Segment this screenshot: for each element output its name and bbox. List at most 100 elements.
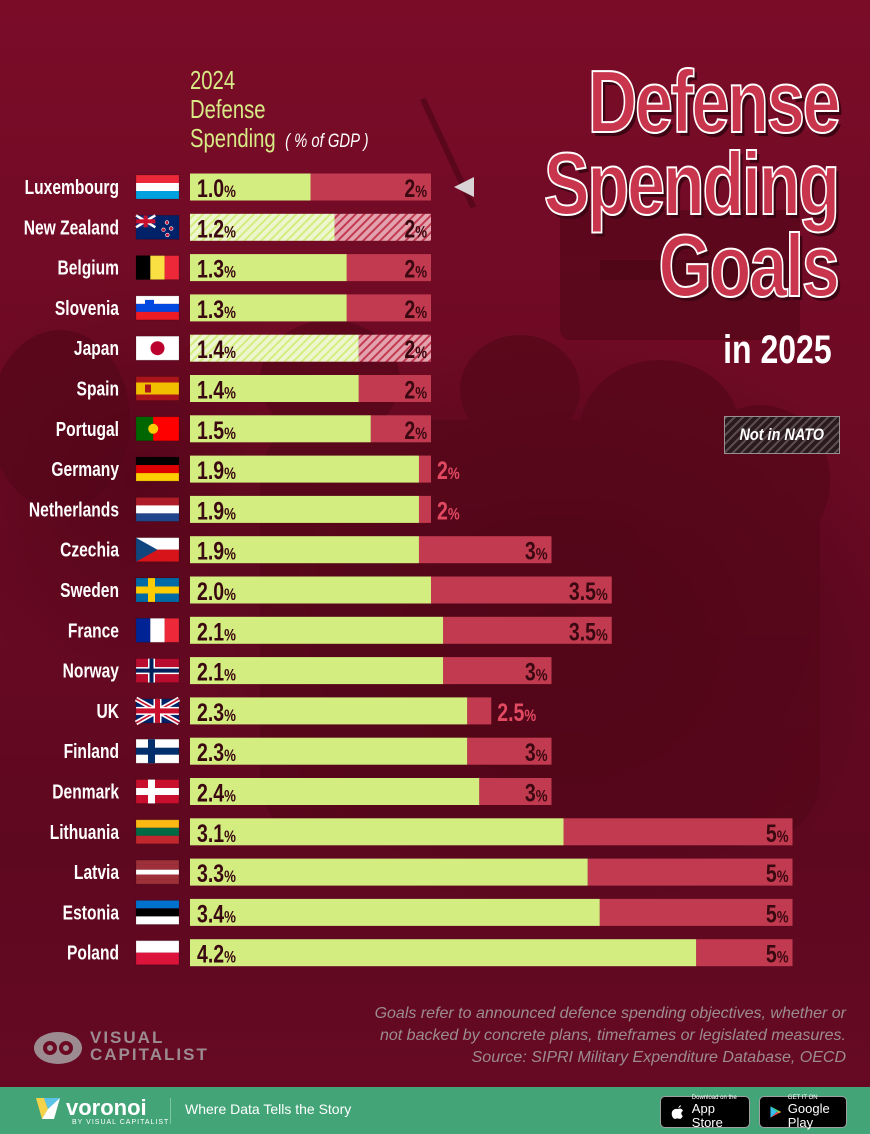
spending-value-label: 1.2% (197, 215, 236, 243)
chart-row: Estonia 3.4% 5% (63, 898, 793, 928)
spending-bar (190, 495, 419, 523)
flag-cross (136, 219, 156, 224)
series-header: 2024 Defense Spending ( % of GDP ) (190, 66, 369, 156)
flag-triangle (136, 537, 158, 562)
goal-bar (443, 616, 612, 644)
spending-value-label: 3.3% (197, 860, 236, 888)
flag-border (135, 174, 180, 200)
goal-bar (346, 254, 431, 282)
goal-bar (563, 818, 793, 846)
spending-bar (190, 576, 431, 604)
flag-stripe (136, 835, 179, 844)
spending-bar (190, 616, 444, 644)
spending-bar (190, 898, 600, 926)
google-play-label: Google Play (787, 1100, 830, 1130)
flag-se-icon (135, 577, 180, 603)
flag-stripe (164, 618, 179, 643)
spending-bar (190, 737, 468, 765)
goal-value-label: 2% (404, 215, 427, 243)
chart-row: Slovenia 1.3% 2% (55, 294, 431, 323)
country-label: UK (96, 700, 119, 722)
title-line-1: Defense (587, 52, 842, 151)
flag-stripe (136, 303, 179, 312)
goal-bar (467, 697, 492, 725)
flag-stripe (136, 497, 179, 506)
chart-row: Japan 1.4% 2% (74, 334, 431, 364)
google-play-button[interactable]: GET IT ON Google Play (759, 1094, 847, 1130)
spending-bar (190, 818, 564, 846)
flag-border (135, 537, 180, 563)
flag-stripe (136, 874, 179, 880)
goal-bar (334, 213, 431, 241)
flag-stripe (136, 382, 179, 389)
flag-stripe (136, 416, 154, 441)
flag-stripe (136, 869, 179, 875)
flag-border (135, 698, 180, 724)
flag-stripe (136, 255, 151, 280)
app-store-button[interactable]: Download on the App Store (660, 1095, 750, 1129)
flag-stripe (136, 175, 179, 183)
chart-row: UK 2.3% 2.5% (96, 696, 537, 726)
flag-stripe (136, 191, 179, 199)
flag-stripe (150, 618, 165, 643)
flag-emblem (148, 423, 159, 434)
spending-bar (190, 697, 468, 725)
country-label: Sweden (60, 579, 119, 601)
flag-border (135, 899, 180, 925)
flag-border (135, 779, 180, 804)
flag-stripe (136, 916, 179, 925)
spending-bar (190, 375, 359, 402)
chart-row: Sweden 2.0% 3.5% (60, 576, 612, 606)
spending-value-label: 2.0% (197, 578, 236, 606)
flag-lt-icon (135, 819, 180, 845)
flag-stripe (136, 505, 179, 514)
goal-value-label: 5% (766, 819, 789, 847)
goal-value-label: 2% (404, 416, 427, 444)
flag-star (165, 232, 170, 238)
flag-border (135, 416, 180, 442)
flag-star (169, 226, 174, 231)
google-play-small-label: GET IT ON (787, 1094, 818, 1101)
flag-cz-icon (135, 537, 180, 563)
bar-chart: Luxembourg 1.0% 2%New Zealand 1.2% 2%Belgium… (24, 173, 793, 968)
flag-stripe (136, 864, 179, 870)
flag-stripe (136, 908, 179, 917)
spending-bar (190, 415, 371, 443)
spending-bar (190, 858, 588, 886)
goal-value-label: 2% (437, 497, 460, 525)
spending-value-label: 2.1% (197, 618, 236, 646)
flag-gb-icon (134, 696, 181, 726)
flag-stripe (136, 860, 179, 865)
spending-bar (190, 254, 347, 282)
goal-value-label: 3% (525, 739, 548, 767)
spending-value-label: 1.9% (197, 457, 236, 485)
flag-stripe (136, 183, 179, 191)
goal-bar (431, 576, 612, 604)
country-label: Estonia (63, 902, 120, 924)
flag-stripe (136, 827, 179, 836)
flag-stripe (136, 457, 179, 466)
goal-bar (418, 536, 552, 564)
apple-icon (671, 1105, 683, 1119)
flag-border (135, 859, 180, 885)
country-label: Latvia (74, 861, 120, 883)
voronoi-wordmark: voronoi (66, 1095, 147, 1120)
spending-value-label: 2.3% (197, 739, 236, 767)
flag-border (135, 496, 180, 522)
chart-row: Spain 1.4% 2% (77, 375, 431, 404)
chart-row: New Zealand 1.2% 2% (24, 213, 431, 243)
flag-si-icon (135, 295, 180, 321)
flag-emblem (145, 299, 154, 311)
footer-bar: voronoi BY VISUAL CAPITALIST Where Data … (0, 1087, 870, 1134)
spending-bar (190, 213, 335, 241)
flag-cross (136, 668, 179, 673)
country-label: Luxembourg (25, 176, 119, 198)
chart-row: France 2.1% 3.5% (68, 616, 612, 646)
flag-fi-icon (135, 738, 180, 764)
goal-value-label: 2% (404, 255, 427, 283)
spending-bar (190, 294, 347, 322)
voronoi-logo[interactable]: voronoi BY VISUAL CAPITALIST (34, 1095, 168, 1126)
spending-value-label: 1.3% (197, 255, 236, 283)
country-label: Slovenia (55, 297, 120, 319)
flag-stripe (136, 952, 179, 965)
